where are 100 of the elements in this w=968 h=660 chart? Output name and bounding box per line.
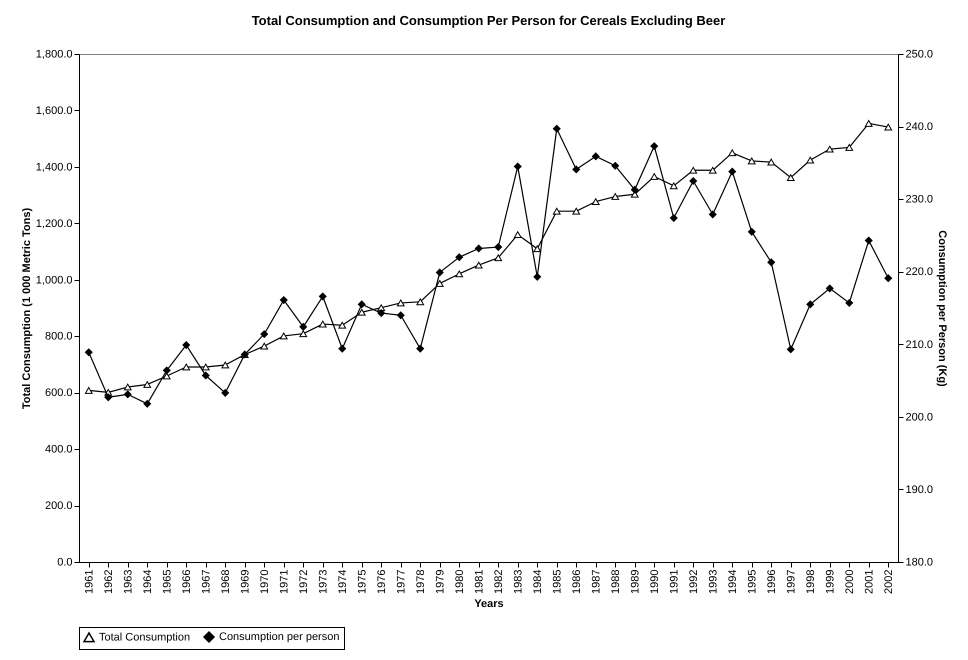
x-tick-label: 1961 xyxy=(83,570,96,594)
point xyxy=(670,182,678,190)
y2-tick-label: 180.0 xyxy=(906,556,934,568)
point xyxy=(767,158,776,166)
point xyxy=(708,210,717,218)
point xyxy=(124,384,132,390)
point xyxy=(786,346,795,354)
chart-title: Total Consumption and Consumption Per Person for Cereals Excluding Beer xyxy=(252,13,726,28)
point xyxy=(864,236,873,244)
x-tick-label: 1996 xyxy=(766,570,778,594)
point xyxy=(552,124,561,133)
point xyxy=(338,344,346,352)
x-tick-label: 1998 xyxy=(804,570,817,594)
point xyxy=(182,341,190,349)
x-tick-label: 1972 xyxy=(298,570,310,594)
point xyxy=(299,323,308,331)
point xyxy=(396,311,405,320)
x-tick-label: 1968 xyxy=(220,570,232,594)
point xyxy=(592,198,600,206)
point xyxy=(864,120,873,127)
point xyxy=(728,168,736,176)
x-tick-label: 1993 xyxy=(707,570,720,594)
y-tick-label: 1,600.0 xyxy=(36,104,72,117)
point xyxy=(280,332,288,340)
point xyxy=(455,253,464,262)
point xyxy=(416,344,424,352)
point xyxy=(728,149,736,156)
point xyxy=(221,389,230,397)
y-tick-label: 1,200.0 xyxy=(36,218,72,230)
point xyxy=(826,146,834,153)
x-tick-label: 1978 xyxy=(414,570,427,594)
point xyxy=(806,156,814,164)
point xyxy=(182,364,190,370)
x-tick-label: 1981 xyxy=(473,570,486,594)
point xyxy=(84,387,93,394)
x-tick-label: 1984 xyxy=(532,570,544,594)
y2-tick-label: 240.0 xyxy=(906,121,934,134)
point xyxy=(104,393,112,402)
point xyxy=(630,186,639,194)
point xyxy=(514,162,522,170)
point xyxy=(162,366,171,374)
point xyxy=(533,272,542,281)
x-tick-label: 1967 xyxy=(200,570,212,594)
point xyxy=(689,166,698,174)
y2-tick-label: 210.0 xyxy=(906,338,934,351)
point xyxy=(416,298,424,306)
x-tick-label: 1987 xyxy=(590,570,602,594)
point xyxy=(84,348,93,356)
point xyxy=(143,400,152,408)
point xyxy=(826,284,834,292)
x-tick-label: 1965 xyxy=(161,570,174,594)
point xyxy=(377,309,386,317)
x-tick-label: 1992 xyxy=(688,570,700,594)
x-tick-label: 1969 xyxy=(239,570,252,594)
point xyxy=(202,364,210,370)
point xyxy=(650,142,658,150)
point xyxy=(474,244,483,252)
point xyxy=(436,268,444,276)
x-tick-label: 1986 xyxy=(570,570,583,594)
x-tick-label: 1991 xyxy=(668,570,680,594)
x-tick-label: 2002 xyxy=(882,570,895,594)
x-tick-label: 1964 xyxy=(142,570,154,594)
point xyxy=(494,243,502,251)
x-tick-label: 1994 xyxy=(726,570,739,594)
point xyxy=(202,372,210,380)
y-tick-label: 400.0 xyxy=(44,444,72,456)
legend-label: Consumption per person xyxy=(219,631,340,643)
y2-tick-label: 250.0 xyxy=(906,48,934,60)
x-tick-label: 1983 xyxy=(512,570,524,594)
point xyxy=(884,124,892,130)
x-tick-label: 1971 xyxy=(278,570,290,594)
x-tick-label: 1999 xyxy=(824,570,836,594)
point xyxy=(708,166,717,174)
point xyxy=(494,254,502,262)
x-axis-title: Years xyxy=(474,598,504,610)
point xyxy=(767,258,776,266)
point xyxy=(221,362,230,368)
x-tick-label: 1974 xyxy=(336,570,349,594)
point xyxy=(162,372,171,380)
x-tick-label: 2001 xyxy=(863,570,876,594)
x-tick-label: 1975 xyxy=(356,570,368,594)
x-tick-label: 1988 xyxy=(610,570,622,594)
x-tick-label: 1980 xyxy=(454,570,466,594)
point xyxy=(845,299,854,307)
point xyxy=(592,152,600,160)
point xyxy=(748,158,756,164)
x-tick-label: 1962 xyxy=(102,570,115,594)
point xyxy=(611,193,620,200)
point xyxy=(358,300,366,308)
point xyxy=(260,342,268,350)
point xyxy=(338,322,346,329)
point xyxy=(806,300,814,308)
point xyxy=(299,330,308,338)
y2-tick-label: 220.0 xyxy=(906,266,934,278)
x-tick-label: 1977 xyxy=(395,570,408,594)
point xyxy=(124,390,132,398)
y-tick-label: 800.0 xyxy=(44,330,72,343)
y-tick-label: 0.0 xyxy=(57,556,72,568)
point xyxy=(280,296,288,304)
point xyxy=(455,270,464,278)
